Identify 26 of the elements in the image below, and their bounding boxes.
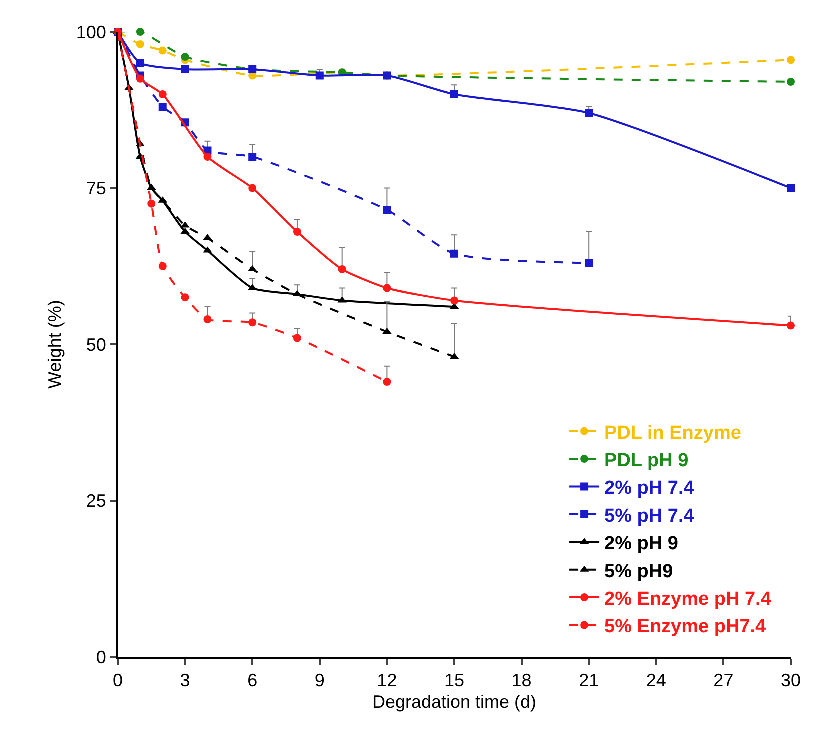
- x-axis-title: Degradation time (d): [372, 692, 537, 712]
- x-tick-label: 0: [112, 670, 124, 691]
- y-tick-label: 75: [86, 178, 106, 199]
- legend-label: PDL pH 9: [604, 450, 689, 472]
- y-axis-title: Weight (%): [45, 300, 66, 389]
- x-tick-label: 24: [646, 670, 666, 691]
- y-tick-label: 50: [86, 334, 106, 355]
- legend-label: PDL in Enzyme: [604, 422, 742, 444]
- legend-label: 2% Enzyme pH 7.4: [604, 588, 772, 610]
- y-tick-label: 25: [86, 491, 106, 512]
- x-tick-label: 12: [377, 670, 398, 691]
- x-tick-label: 15: [444, 670, 465, 691]
- x-tick-label: 18: [512, 670, 532, 691]
- x-tick-label: 21: [579, 670, 600, 691]
- y-tick-label: 100: [76, 22, 106, 42]
- legend-label: 5% Enzyme pH7.4: [604, 616, 767, 638]
- x-tick-label: 6: [248, 670, 258, 691]
- legend-label: 5% pH9: [604, 561, 674, 582]
- legend-label: 5% pH 7.4: [604, 506, 695, 527]
- legend-label: 2% pH 7.4: [604, 478, 695, 500]
- y-tick-label: 0: [96, 647, 106, 668]
- x-tick-label: 9: [314, 670, 325, 691]
- x-tick-label: 27: [714, 670, 734, 691]
- x-tick-label: 30: [780, 670, 802, 691]
- x-tick-label: 3: [180, 670, 190, 691]
- legend-label: 2% pH 9: [604, 534, 678, 555]
